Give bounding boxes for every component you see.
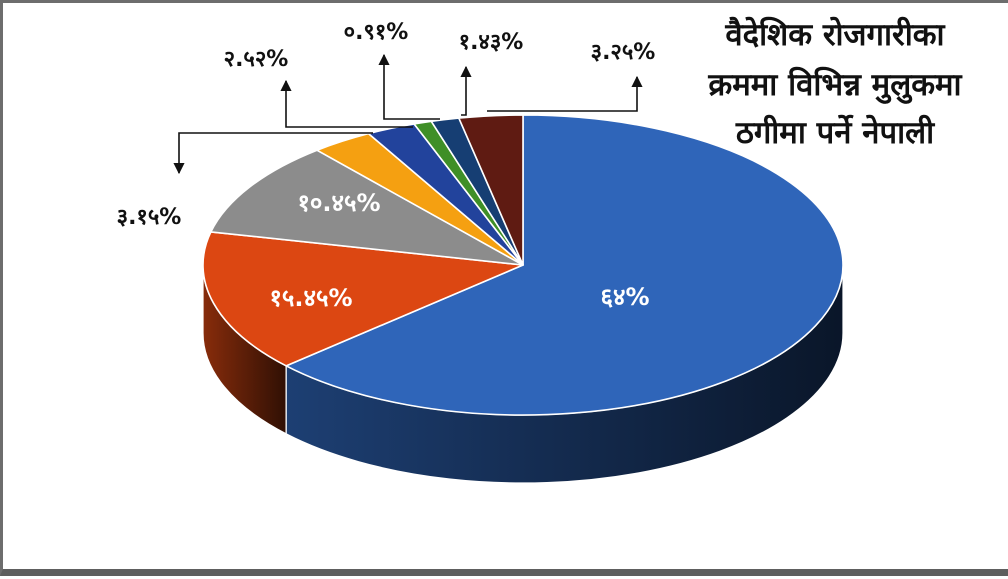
chart-title-line-2: क्रममा विभिन्न मुलुकमा <box>707 66 962 104</box>
pie-top-face <box>202 114 844 416</box>
data-label-slice-1: ६४% <box>600 283 649 311</box>
data-label-slice-2: १५.४५% <box>269 284 352 312</box>
pie-slice-8 <box>458 114 524 266</box>
pie-slice-2 <box>202 231 524 367</box>
pie-slice-3 <box>210 149 524 266</box>
data-label-slice-5: २.५२% <box>224 47 289 72</box>
leader-line-slice-6 <box>378 53 440 120</box>
data-label-slice-3: १०.४५% <box>297 189 380 217</box>
leader-line-slice-4 <box>173 132 373 175</box>
leader-lines <box>173 53 643 175</box>
leader-line-slice-7 <box>460 65 472 116</box>
chart-title: वैदेशिक रोजगारीका क्रममा विभिन्न मुलुकमा… <box>707 16 962 151</box>
leader-line-slice-5 <box>280 79 413 128</box>
data-label-slice-4: ३.१५% <box>117 205 182 230</box>
data-label-slice-7: १.४३% <box>459 30 524 55</box>
pie-chart: वैदेशिक रोजगारीका क्रममा विभिन्न मुलुकमा… <box>117 16 963 484</box>
data-label-slice-8: ३.२५% <box>591 40 656 65</box>
data-label-slice-6: ०.९१% <box>344 20 409 45</box>
pie-slice-1 <box>285 114 844 416</box>
leader-line-slice-8 <box>487 75 643 112</box>
chart-title-line-3: ठगीमा पर्ने नेपाली <box>735 114 935 151</box>
chart-title-line-1: वैदेशिक रोजगारीका <box>724 16 945 53</box>
